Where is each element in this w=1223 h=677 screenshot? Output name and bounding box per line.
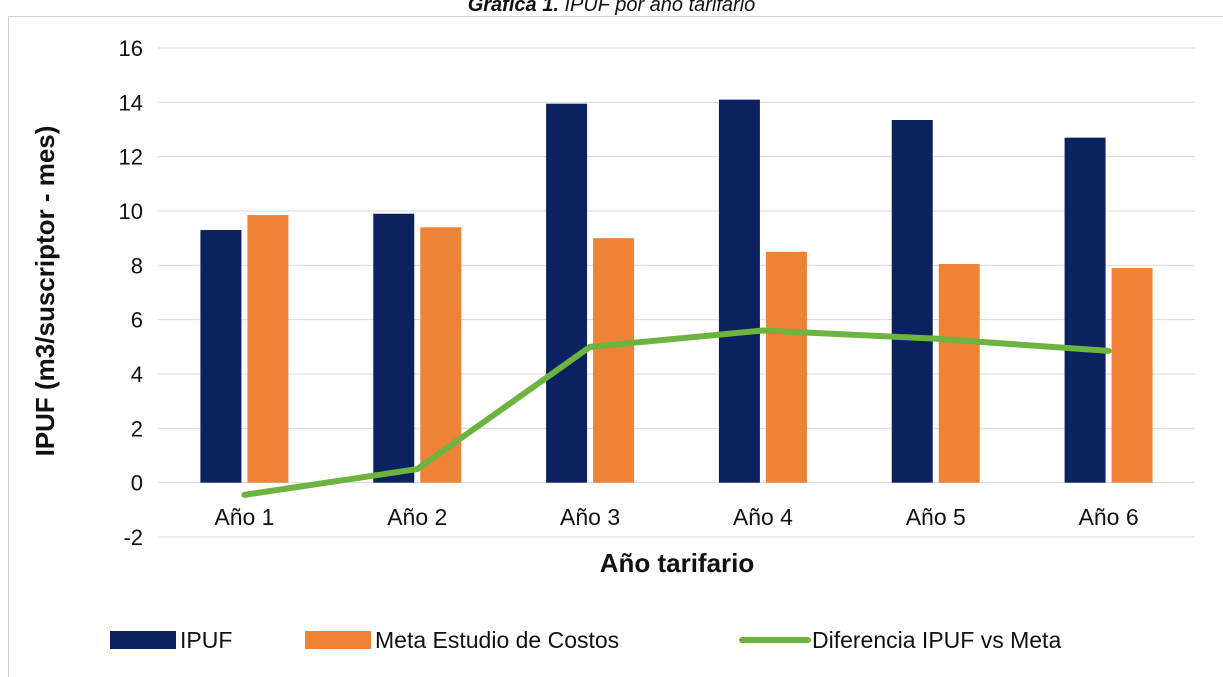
bar-ipuf-3 bbox=[546, 103, 588, 483]
caption-prefix: Gráfica 1. bbox=[467, 0, 559, 16]
y-tick-label: 0 bbox=[131, 471, 143, 496]
caption-rest: IPUF por año tarifario bbox=[558, 0, 756, 16]
series-line-diferencia bbox=[241, 327, 1112, 498]
y-tick-label: 2 bbox=[131, 416, 143, 441]
chart-caption: Gráfica 1. IPUF por año tarifario bbox=[0, 0, 1223, 17]
x-tick-label: Año 2 bbox=[387, 504, 447, 530]
bar-meta-3 bbox=[593, 238, 635, 483]
x-tick-label: Año 3 bbox=[560, 504, 620, 530]
bar-ipuf-1 bbox=[200, 230, 242, 483]
bar-ipuf-6 bbox=[1064, 137, 1106, 483]
legend-swatch-2 bbox=[305, 631, 371, 649]
y-tick-label: -2 bbox=[123, 525, 143, 550]
x-tick-label: Año 4 bbox=[733, 504, 793, 530]
x-tick-labels: Año 1 Año 2 Año 3 Año 4 Año 5 Año 6 bbox=[214, 504, 1138, 530]
y-axis-title: IPUF (m3/suscriptor - mes) bbox=[30, 126, 60, 457]
chart-frame bbox=[8, 16, 1223, 677]
y-tick-label: 6 bbox=[131, 308, 143, 333]
difference-line bbox=[241, 327, 1112, 498]
y-tick-label: 10 bbox=[119, 199, 143, 224]
bars bbox=[200, 99, 1153, 483]
legend-label: Meta Estudio de Costos bbox=[375, 627, 619, 653]
bar-meta-5 bbox=[938, 263, 980, 483]
y-tick-labels: -2 0 2 4 6 8 10 12 14 16 bbox=[119, 36, 143, 550]
y-tick-label: 8 bbox=[131, 253, 143, 278]
legend-label: IPUF bbox=[180, 627, 232, 653]
y-tick-label: 14 bbox=[119, 90, 143, 115]
gridlines bbox=[158, 47, 1195, 538]
bar-ipuf-4 bbox=[718, 99, 760, 483]
bar-meta-4 bbox=[765, 251, 807, 483]
bar-meta-6 bbox=[1111, 268, 1153, 483]
y-tick-label: 16 bbox=[119, 36, 143, 61]
legend-swatch-1 bbox=[110, 631, 176, 649]
x-tick-label: Año 1 bbox=[214, 504, 274, 530]
x-tick-label: Año 5 bbox=[906, 504, 966, 530]
x-tick-label: Año 6 bbox=[1079, 504, 1139, 530]
legend-label: Diferencia IPUF vs Meta bbox=[812, 627, 1061, 653]
y-tick-label: 4 bbox=[131, 362, 143, 387]
bar-ipuf-2 bbox=[373, 213, 415, 483]
bar-ipuf-5 bbox=[891, 119, 933, 483]
x-axis-title: Año tarifario bbox=[600, 548, 755, 578]
bar-meta-1 bbox=[247, 215, 289, 483]
y-tick-label: 12 bbox=[119, 145, 143, 170]
legend: IPUF Meta Estudio de Costos Diferencia IPU… bbox=[110, 627, 1061, 653]
